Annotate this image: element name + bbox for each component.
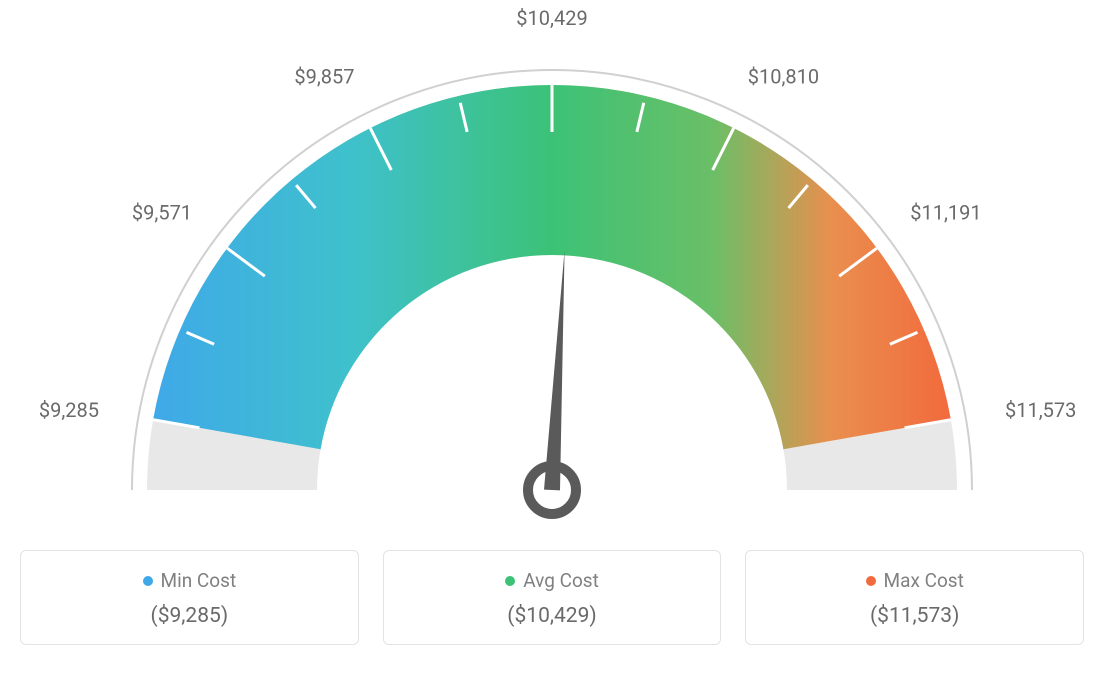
summary-cards: Min Cost ($9,285) Avg Cost ($10,429) Max… [20,550,1084,645]
max-card-value: ($11,573) [758,604,1071,628]
avg-card-header: Avg Cost [396,569,709,592]
min-card-value: ($9,285) [33,604,346,628]
avg-cost-card: Avg Cost ($10,429) [383,550,722,645]
min-card-title: Min Cost [161,569,237,592]
max-cost-card: Max Cost ($11,573) [745,550,1084,645]
min-dot-icon [143,576,153,586]
gauge-tick-label: $9,571 [132,201,192,225]
min-card-header: Min Cost [33,569,346,592]
gauge-tick-label: $9,857 [294,65,354,89]
gauge-tick-label: $10,429 [516,6,587,30]
gauge-tick-label: $10,810 [748,65,819,89]
gauge-tick-label: $11,191 [910,201,981,225]
min-cost-card: Min Cost ($9,285) [20,550,359,645]
max-card-header: Max Cost [758,569,1071,592]
gauge-tick-label: $9,285 [39,398,99,422]
max-dot-icon [866,576,876,586]
avg-card-title: Avg Cost [523,569,599,592]
gauge-tick-label: $11,573 [1005,398,1076,422]
avg-card-value: ($10,429) [396,604,709,628]
cost-gauge-widget: $9,285$9,571$9,857$10,429$10,810$11,191$… [20,20,1084,645]
gauge-area: $9,285$9,571$9,857$10,429$10,810$11,191$… [20,20,1084,540]
gauge-svg [20,20,1084,540]
avg-dot-icon [505,576,515,586]
max-card-title: Max Cost [884,569,964,592]
